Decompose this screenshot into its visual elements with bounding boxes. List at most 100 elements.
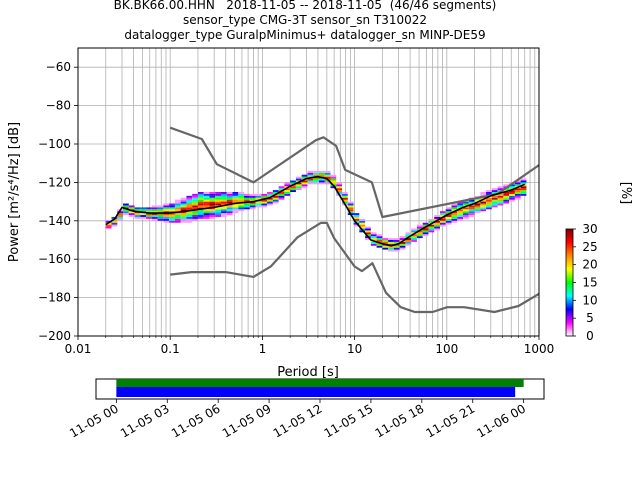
density-cell [226, 201, 233, 204]
density-cell [128, 215, 135, 217]
density-cell [468, 215, 475, 217]
density-cell [457, 209, 464, 212]
density-cell [180, 207, 187, 210]
density-cell [463, 209, 469, 212]
density-cell [295, 178, 302, 181]
density-cell [457, 216, 464, 219]
density-cell [169, 203, 175, 206]
density-cell [174, 209, 181, 212]
density-cell [215, 192, 222, 194]
density-cell [301, 180, 308, 183]
density-cell [221, 209, 227, 212]
density-cell [434, 224, 440, 227]
density-cell [491, 203, 498, 206]
density-cell [232, 207, 239, 210]
density-cell [463, 207, 469, 210]
density-cell [128, 205, 135, 208]
density-cell [192, 213, 198, 216]
density-cell [232, 203, 239, 206]
y-tick-label: −120 [38, 175, 71, 189]
density-cell [244, 199, 250, 202]
density-cell [313, 170, 319, 173]
density-cell [457, 203, 464, 206]
density-cell [405, 243, 412, 246]
density-cell [209, 213, 216, 216]
density-cell [439, 222, 446, 225]
density-cell [249, 193, 256, 196]
density-cell [169, 218, 175, 221]
density-cell [146, 216, 152, 219]
density-cell [336, 186, 343, 189]
density-cell [422, 222, 429, 225]
density-cell [226, 195, 233, 198]
density-cell [197, 209, 204, 212]
density-cell [180, 201, 187, 204]
density-cell [174, 207, 181, 210]
density-cell [186, 205, 193, 208]
x-axis-ticks: 0.01 0.1 1 10 100 1000 [65, 336, 554, 356]
density-cell [186, 211, 193, 214]
density-cell [474, 205, 481, 208]
density-cell [324, 180, 331, 183]
density-cell [330, 182, 337, 185]
density-cell [209, 211, 216, 214]
density-cell [226, 211, 233, 214]
density-cell [445, 216, 452, 219]
density-cell [434, 226, 440, 229]
density-cell [491, 197, 498, 200]
density-cell [278, 192, 285, 194]
density-cell [399, 236, 406, 239]
density-cell [353, 213, 360, 216]
density-cell [226, 205, 233, 208]
density-cell [111, 220, 118, 223]
density-cell [197, 203, 204, 206]
density-cell [267, 199, 273, 202]
density-cell [388, 249, 394, 252]
density-cell [503, 193, 510, 196]
density-cell [238, 199, 245, 202]
density-cell [192, 207, 198, 210]
density-cell [474, 207, 481, 210]
density-cell [221, 203, 227, 206]
chart-title-line-2: sensor_type CMG-3T sensor_sn T310022 [182, 13, 428, 27]
density-cell [157, 207, 164, 210]
density-cell [497, 195, 504, 198]
density-cell [169, 220, 175, 223]
density-cell [267, 201, 273, 204]
density-cell [267, 193, 273, 196]
density-cell [261, 205, 268, 208]
density-cell [295, 186, 302, 189]
density-cell [169, 209, 175, 212]
density-cell [486, 207, 492, 210]
density-cell [330, 186, 337, 189]
density-cell [117, 215, 124, 217]
density-cell [388, 240, 394, 242]
density-cell [197, 215, 204, 217]
density-cell [301, 186, 308, 189]
timeline-bar-psd-segments [116, 387, 516, 397]
density-cell [428, 218, 435, 221]
density-cell [509, 192, 515, 194]
density-cell [353, 215, 360, 217]
density-cell [457, 218, 464, 221]
density-cell [278, 193, 285, 196]
density-cell [405, 234, 412, 237]
density-cell [324, 182, 331, 185]
density-cell [221, 197, 227, 200]
density-cell [370, 232, 377, 235]
density-cell [215, 215, 222, 217]
density-cell [134, 213, 141, 216]
density-cell [474, 211, 481, 214]
density-cell [186, 195, 193, 198]
density-cell [497, 193, 504, 196]
density-cell [347, 211, 354, 214]
x-tick-label: 10 [347, 342, 362, 356]
density-cell [146, 211, 152, 214]
density-cell [497, 186, 504, 189]
density-cell [376, 234, 383, 237]
density-cell [318, 170, 325, 173]
density-cell [491, 192, 498, 194]
density-cell [359, 222, 366, 225]
density-cell [445, 209, 452, 212]
